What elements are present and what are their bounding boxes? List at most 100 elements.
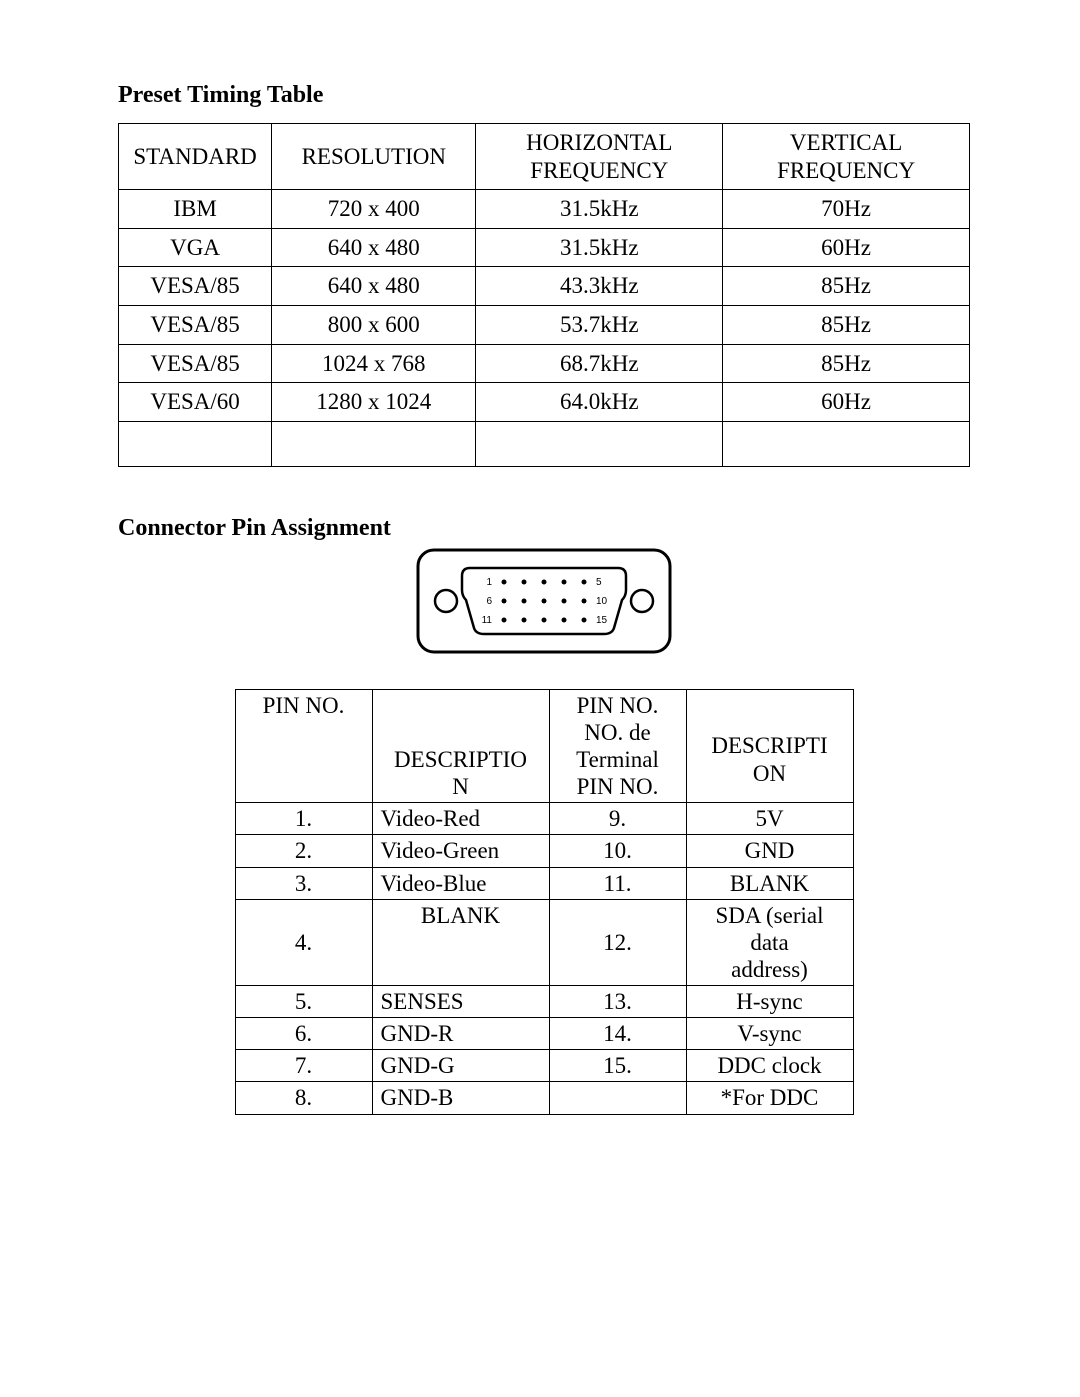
cell-desc-b: H-sync: [686, 986, 853, 1018]
empty-cell: [723, 421, 970, 466]
cell-desc-a: Video-Green: [372, 835, 549, 867]
cell-standard: VGA: [119, 228, 272, 267]
table-row: 8. GND-B *For DDC: [235, 1082, 853, 1114]
cell-desc-b: 5V: [686, 803, 853, 835]
cell-vfreq: 60Hz: [723, 228, 970, 267]
empty-cell: [476, 421, 723, 466]
col-header-desc-a: DESCRIPTIO N: [372, 689, 549, 803]
empty-cell: [119, 421, 272, 466]
cell-desc-b: GND: [686, 835, 853, 867]
cell-pin-b: [549, 1082, 686, 1114]
col-header-hfreq-l2: FREQUENCY: [530, 158, 668, 183]
cell-pin-a: 7.: [235, 1050, 372, 1082]
cell-pin-a: 3.: [235, 867, 372, 899]
cell-standard: VESA/85: [119, 305, 272, 344]
pin-label-mr: 10: [596, 596, 608, 607]
cell-vfreq: 70Hz: [723, 190, 970, 229]
pin-label-br: 15: [596, 615, 608, 626]
col-header-desc-a-l1: DESCRIPTIO: [394, 747, 527, 772]
col-header-pin-a: PIN NO.: [235, 689, 372, 803]
table-row: 1. Video-Red 9. 5V: [235, 803, 853, 835]
col-header-desc-b-l2: ON: [753, 761, 786, 786]
col-header-pin-b-l3: Terminal: [576, 747, 659, 772]
cell-standard: IBM: [119, 190, 272, 229]
cell-pin-b: 15.: [549, 1050, 686, 1082]
pin-label-tr: 5: [596, 577, 602, 588]
heading-preset-timing: Preset Timing Table: [118, 82, 970, 109]
cell-hfreq: 53.7kHz: [476, 305, 723, 344]
table-row: VESA/85 800 x 600 53.7kHz 85Hz: [119, 305, 970, 344]
cell-pin-b: 11.: [549, 867, 686, 899]
cell-resolution: 800 x 600: [272, 305, 476, 344]
cell-resolution: 640 x 480: [272, 228, 476, 267]
table-row: 3. Video-Blue 11. BLANK: [235, 867, 853, 899]
table-header-row: STANDARD RESOLUTION HORIZONTAL FREQUENCY…: [119, 124, 970, 190]
cell-pin-b: 10.: [549, 835, 686, 867]
vga-connector-icon: 1 5 6 10 11 15: [414, 546, 674, 656]
col-header-pin-b-l4: PIN NO.: [577, 774, 659, 799]
table-row: VGA 640 x 480 31.5kHz 60Hz: [119, 228, 970, 267]
cell-desc-a: Video-Blue: [372, 867, 549, 899]
cell-resolution: 640 x 480: [272, 267, 476, 306]
col-header-pin-b: PIN NO. NO. de Terminal PIN NO.: [549, 689, 686, 803]
cell-hfreq: 64.0kHz: [476, 383, 723, 422]
cell-desc-a: GND-B: [372, 1082, 549, 1114]
col-header-desc-a-l2: N: [452, 774, 469, 799]
cell-pin-b: 9.: [549, 803, 686, 835]
cell-pin-a: 8.: [235, 1082, 372, 1114]
cell-standard: VESA/85: [119, 344, 272, 383]
cell-desc-a: BLANK: [372, 899, 549, 985]
cell-standard: VESA/60: [119, 383, 272, 422]
col-header-desc-b: DESCRIPTI ON: [686, 689, 853, 803]
cell-desc-b: BLANK: [686, 867, 853, 899]
cell-standard: VESA/85: [119, 267, 272, 306]
cell-desc-a: GND-G: [372, 1050, 549, 1082]
cell-desc-b-l3: address): [731, 957, 808, 982]
cell-resolution: 720 x 400: [272, 190, 476, 229]
cell-desc-b-l2: data: [750, 930, 788, 955]
cell-desc-b: DDC clock: [686, 1050, 853, 1082]
table-row: 4. BLANK 12. SDA (serial data address): [235, 899, 853, 985]
empty-cell: [272, 421, 476, 466]
col-header-hfreq-l1: HORIZONTAL: [526, 130, 672, 155]
cell-desc-a: SENSES: [372, 986, 549, 1018]
col-header-vfreq: VERTICAL FREQUENCY: [723, 124, 970, 190]
cell-pin-a: 5.: [235, 986, 372, 1018]
table-row: 6. GND-R 14. V-sync: [235, 1018, 853, 1050]
cell-pin-b: 13.: [549, 986, 686, 1018]
cell-vfreq: 60Hz: [723, 383, 970, 422]
col-header-desc-b-l1: DESCRIPTI: [711, 733, 827, 758]
cell-desc-b: *For DDC: [686, 1082, 853, 1114]
cell-hfreq: 31.5kHz: [476, 228, 723, 267]
col-header-pin-b-l1: PIN NO.: [577, 693, 659, 718]
cell-hfreq: 31.5kHz: [476, 190, 723, 229]
cell-pin-a: 1.: [235, 803, 372, 835]
col-header-standard: STANDARD: [119, 124, 272, 190]
cell-vfreq: 85Hz: [723, 305, 970, 344]
cell-pin-a: 4.: [235, 899, 372, 985]
table-row: 7. GND-G 15. DDC clock: [235, 1050, 853, 1082]
pin-label-tl: 1: [486, 577, 492, 588]
cell-vfreq: 85Hz: [723, 344, 970, 383]
cell-resolution: 1024 x 768: [272, 344, 476, 383]
cell-pin-a: 6.: [235, 1018, 372, 1050]
cell-desc-a: Video-Red: [372, 803, 549, 835]
heading-connector-pin: Connector Pin Assignment: [118, 515, 970, 542]
cell-desc-b: V-sync: [686, 1018, 853, 1050]
col-header-pin-b-l2: NO. de: [584, 720, 650, 745]
cell-hfreq: 68.7kHz: [476, 344, 723, 383]
connector-diagram-wrap: 1 5 6 10 11 15: [118, 546, 970, 661]
table-row: 2. Video-Green 10. GND: [235, 835, 853, 867]
col-header-hfreq: HORIZONTAL FREQUENCY: [476, 124, 723, 190]
cell-pin-a: 2.: [235, 835, 372, 867]
table-row: VESA/60 1280 x 1024 64.0kHz 60Hz: [119, 383, 970, 422]
cell-resolution: 1280 x 1024: [272, 383, 476, 422]
cell-desc-a: GND-R: [372, 1018, 549, 1050]
cell-vfreq: 85Hz: [723, 267, 970, 306]
col-header-vfreq-l1: VERTICAL: [790, 130, 902, 155]
table-row: VESA/85 640 x 480 43.3kHz 85Hz: [119, 267, 970, 306]
cell-hfreq: 43.3kHz: [476, 267, 723, 306]
pin-label-bl: 11: [482, 615, 493, 626]
document-page: Preset Timing Table STANDARD RESOLUTION …: [0, 0, 1080, 1397]
pin-label-ml: 6: [486, 596, 492, 607]
